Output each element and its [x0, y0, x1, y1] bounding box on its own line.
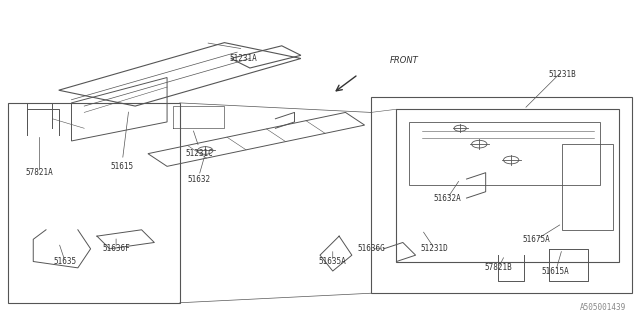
- Text: 51635A: 51635A: [319, 257, 347, 266]
- Text: 51675A: 51675A: [523, 235, 550, 244]
- Text: 51636G: 51636G: [357, 244, 385, 253]
- Text: 51635: 51635: [54, 257, 77, 266]
- Bar: [8, 103, 180, 303]
- Text: 57821A: 57821A: [26, 168, 54, 177]
- Text: 51632A: 51632A: [433, 194, 461, 203]
- Text: FRONT: FRONT: [390, 56, 419, 65]
- Text: 51615A: 51615A: [542, 267, 570, 276]
- Text: 51615: 51615: [111, 162, 134, 171]
- Text: 57821B: 57821B: [484, 263, 512, 272]
- Text: 51231A: 51231A: [230, 54, 257, 63]
- Text: 51231B: 51231B: [548, 70, 576, 79]
- Text: 51632: 51632: [188, 174, 211, 184]
- Text: A505001439: A505001439: [580, 303, 626, 312]
- Bar: [371, 97, 632, 293]
- Text: 51231D: 51231D: [421, 244, 449, 253]
- Text: 51231C: 51231C: [185, 149, 213, 158]
- Text: 51636F: 51636F: [102, 244, 130, 253]
